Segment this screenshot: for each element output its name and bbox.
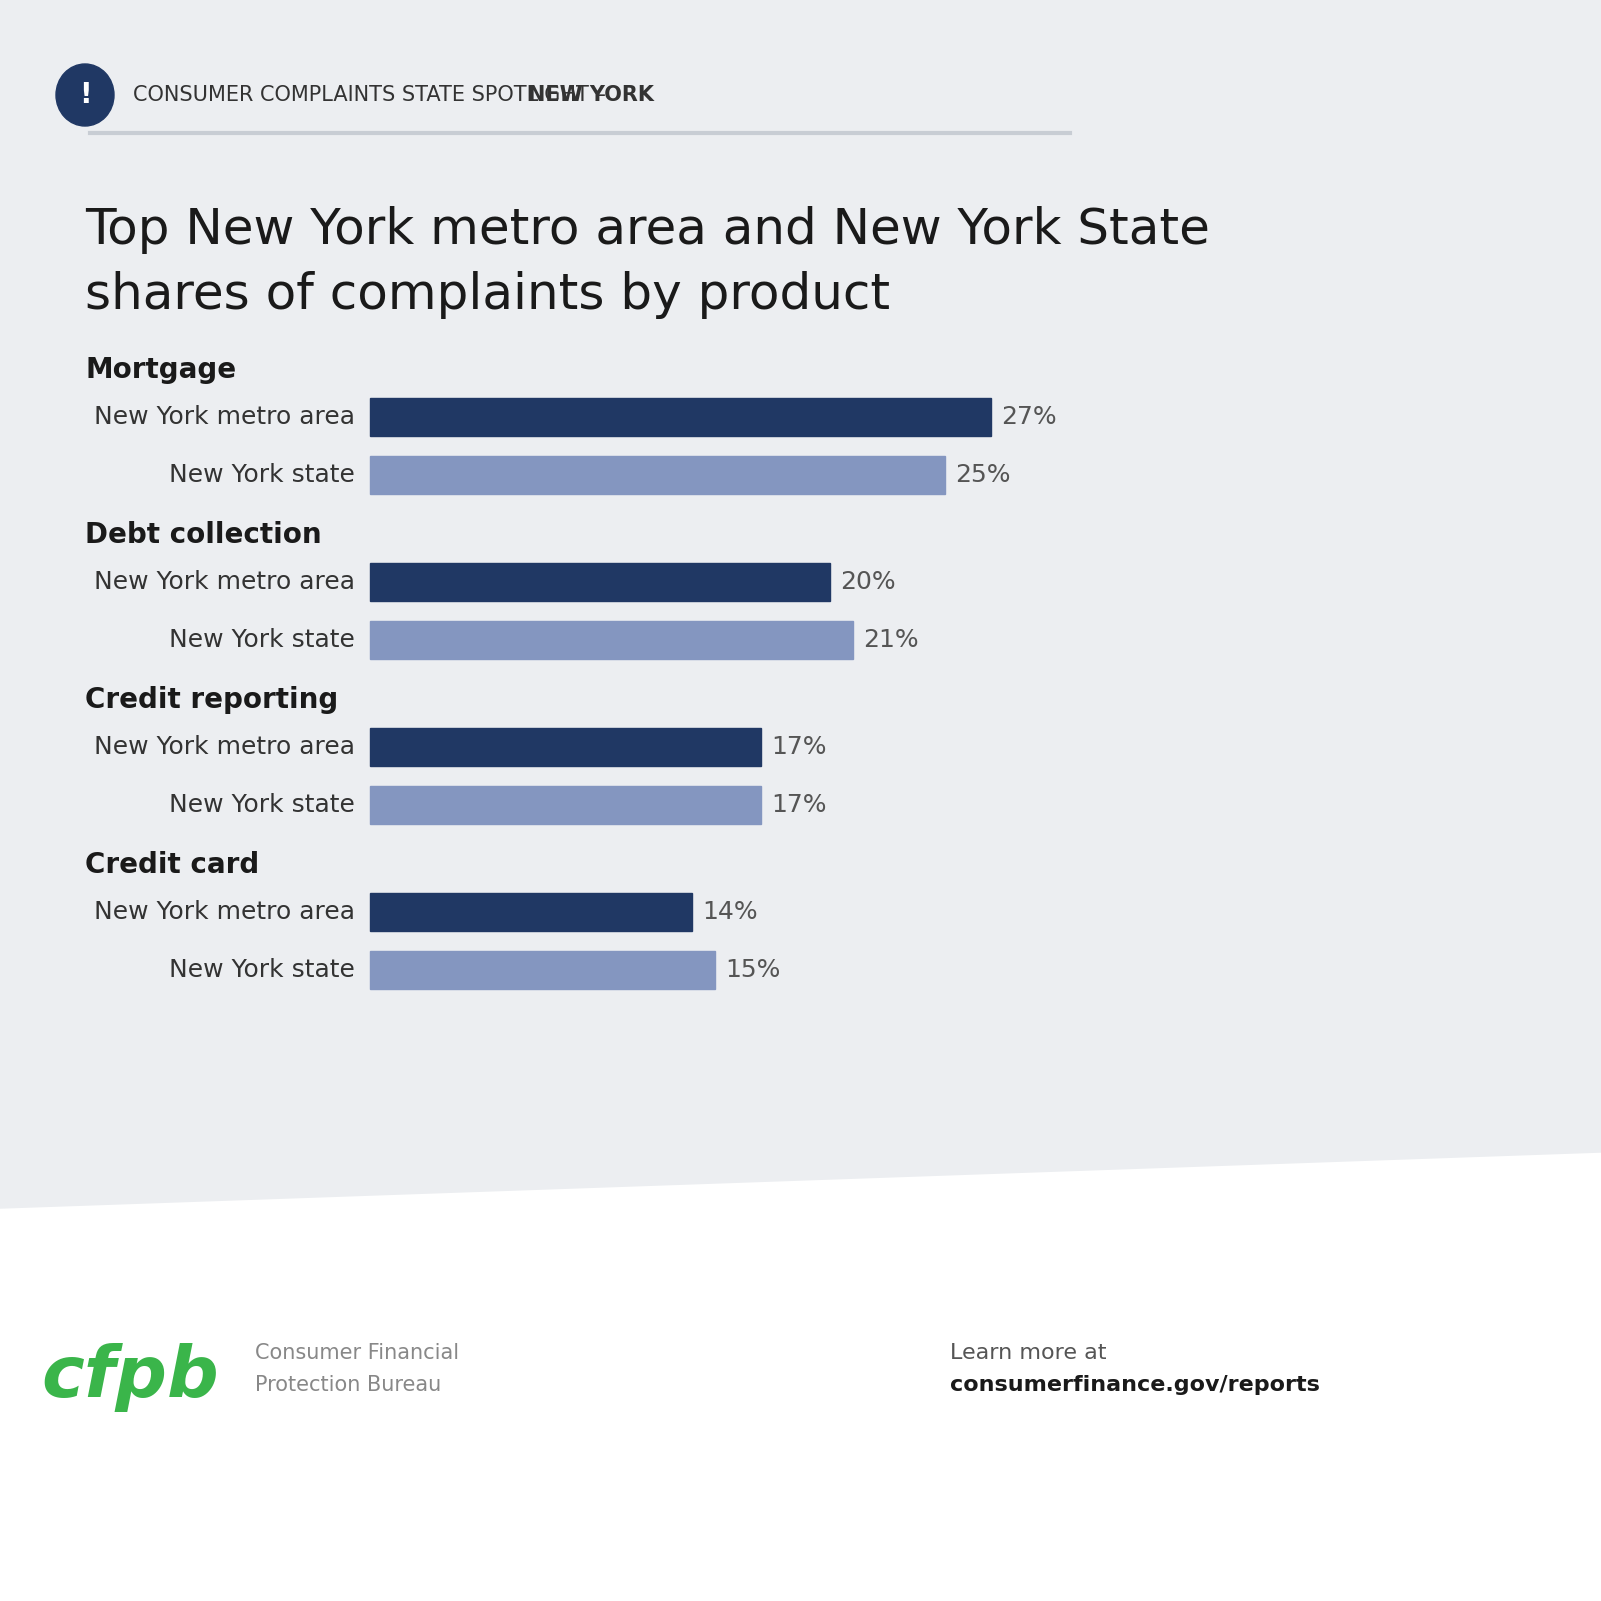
Bar xyxy=(370,456,945,495)
Text: New York state: New York state xyxy=(170,957,355,981)
Text: Protection Bureau: Protection Bureau xyxy=(255,1375,442,1394)
Text: New York state: New York state xyxy=(170,792,355,817)
Polygon shape xyxy=(0,1153,1601,1601)
Bar xyxy=(370,951,716,989)
Text: 15%: 15% xyxy=(725,957,780,981)
Bar xyxy=(0,0,1601,1201)
Bar xyxy=(370,399,991,435)
Text: New York metro area: New York metro area xyxy=(94,735,355,759)
Text: Mortgage: Mortgage xyxy=(85,355,235,384)
Text: Learn more at: Learn more at xyxy=(949,1343,1106,1362)
Ellipse shape xyxy=(56,64,114,126)
Text: cfpb: cfpb xyxy=(42,1343,219,1412)
Text: New York metro area: New York metro area xyxy=(94,900,355,924)
Bar xyxy=(370,564,829,600)
Text: 17%: 17% xyxy=(772,792,826,817)
Text: Credit card: Credit card xyxy=(85,852,259,879)
Text: Credit reporting: Credit reporting xyxy=(85,685,338,714)
Text: New York metro area: New York metro area xyxy=(94,405,355,429)
Text: shares of complaints by product: shares of complaints by product xyxy=(85,271,890,319)
Text: Consumer Financial: Consumer Financial xyxy=(255,1343,459,1362)
Text: 25%: 25% xyxy=(956,463,1010,487)
Text: Debt collection: Debt collection xyxy=(85,520,322,549)
Text: !: ! xyxy=(78,82,91,109)
Text: New York state: New York state xyxy=(170,463,355,487)
Text: New York metro area: New York metro area xyxy=(94,570,355,594)
Bar xyxy=(370,893,692,932)
Bar xyxy=(370,728,760,765)
Text: CONSUMER COMPLAINTS STATE SPOTLIGHT –: CONSUMER COMPLAINTS STATE SPOTLIGHT – xyxy=(133,85,613,106)
Text: 14%: 14% xyxy=(701,900,757,924)
Bar xyxy=(370,786,760,825)
Text: NEW YORK: NEW YORK xyxy=(528,85,653,106)
Text: 21%: 21% xyxy=(863,628,919,652)
Text: 20%: 20% xyxy=(841,570,895,594)
Text: Top New York metro area and New York State: Top New York metro area and New York Sta… xyxy=(85,207,1210,255)
Text: 17%: 17% xyxy=(772,735,826,759)
Text: consumerfinance.gov/reports: consumerfinance.gov/reports xyxy=(949,1375,1319,1394)
Bar xyxy=(370,621,853,660)
Text: 27%: 27% xyxy=(1001,405,1057,429)
Text: New York state: New York state xyxy=(170,628,355,652)
